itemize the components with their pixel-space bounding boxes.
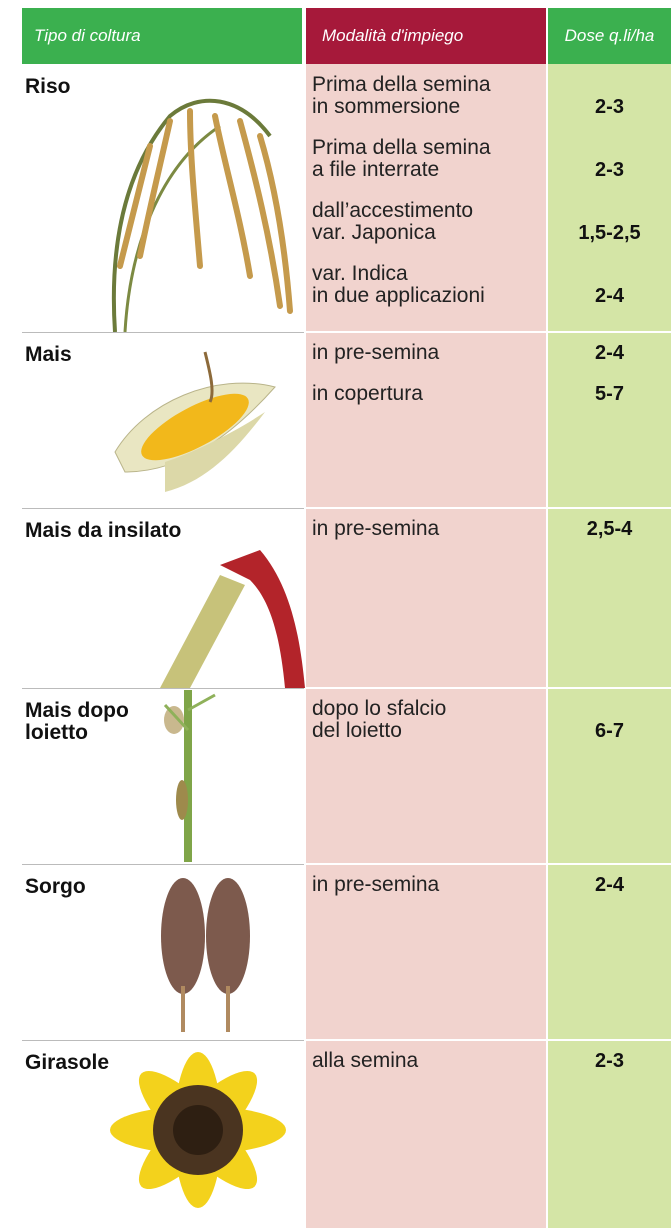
method: Prima della semina in sommersione xyxy=(312,73,491,118)
dose: 2-4 xyxy=(595,874,624,896)
application: in pre-semina 2-4 xyxy=(306,341,671,365)
crop-name: Girasole xyxy=(25,1051,110,1074)
table-row: Girasole alla semina 2-3 xyxy=(0,1039,671,1228)
header-dose: Dose q.li/ha xyxy=(548,8,671,64)
applications: dopo lo sfalcio del loietto 6-7 xyxy=(306,698,671,761)
corn-image xyxy=(114,351,276,492)
application: var. Indica in due applicazioni 2-4 xyxy=(306,262,671,308)
crop-name: Sorgo xyxy=(25,875,86,898)
application: in pre-semina 2,5-4 xyxy=(306,517,671,541)
maize-stalk-image xyxy=(163,690,216,862)
application: Prima della semina a file interrate 2-3 xyxy=(306,136,671,182)
row-divider xyxy=(306,331,671,333)
dose: 1,5-2,5 xyxy=(578,222,641,244)
table-row: Riso Prima della semina in sommersione 2-3… xyxy=(0,64,671,332)
method: dall’accestimento var. Japonica xyxy=(312,199,474,244)
applications: alla semina 2-3 xyxy=(306,1050,671,1091)
crop-name: Mais xyxy=(25,343,72,366)
silage-image xyxy=(160,550,305,688)
crop-name: Mais dopo loietto xyxy=(25,699,129,744)
crop-name: Mais da insilato xyxy=(25,519,182,542)
table-row: Mais in pre-semina 2-4 in copertura 5-7 xyxy=(0,331,671,508)
row-divider xyxy=(306,507,671,509)
application: dopo lo sfalcio del loietto 6-7 xyxy=(306,697,671,743)
dose: 6-7 xyxy=(595,720,624,742)
method-column xyxy=(306,64,546,1228)
row-divider xyxy=(306,1039,671,1041)
dose: 2-3 xyxy=(595,1050,624,1072)
row-divider xyxy=(22,508,304,509)
dose: 2-3 xyxy=(595,96,624,118)
row-divider xyxy=(22,332,304,333)
method: var. Indica in due applicazioni xyxy=(312,262,485,307)
application: dall’accestimento var. Japonica 1,5-2,5 xyxy=(306,199,671,245)
application: in pre-semina 2-4 xyxy=(306,873,671,897)
table-row: Sorgo in pre-semina 2-4 xyxy=(0,863,671,1040)
applications: in pre-semina 2-4 in copertura 5-7 xyxy=(306,342,671,424)
dose: 2,5-4 xyxy=(586,518,633,540)
table-row: Mais da insilato in pre-semina 2,5-4 xyxy=(0,507,671,688)
row-divider xyxy=(22,1040,304,1041)
row-divider xyxy=(306,687,671,689)
method: alla semina xyxy=(312,1049,419,1072)
sunflower-image xyxy=(110,1052,286,1208)
application: alla semina 2-3 xyxy=(306,1049,671,1073)
rice-image xyxy=(111,98,293,332)
applications: in pre-semina 2,5-4 xyxy=(306,518,671,559)
dose: 2-3 xyxy=(595,159,624,181)
table-row: Mais dopo loietto dopo lo sfalcio del loi… xyxy=(0,687,671,864)
applications: in pre-semina 2-4 xyxy=(306,874,671,915)
header-method: Modalità d'impiego xyxy=(306,8,546,64)
dose: 2-4 xyxy=(595,342,624,364)
dose-column xyxy=(548,64,671,1228)
row-divider xyxy=(22,864,304,865)
header-crop: Tipo di coltura xyxy=(22,8,302,64)
sorghum-image xyxy=(161,878,250,1032)
method: in pre-semina xyxy=(312,341,440,364)
method: Prima della semina a file interrate xyxy=(312,136,491,181)
application: in copertura 5-7 xyxy=(306,382,671,406)
applications: Prima della semina in sommersione 2-3 Prim… xyxy=(306,74,671,326)
dose: 2-4 xyxy=(595,285,624,307)
method: dopo lo sfalcio del loietto xyxy=(312,697,447,742)
method: in pre-semina xyxy=(312,873,440,896)
row-divider xyxy=(306,863,671,865)
row-divider xyxy=(22,688,304,689)
method: in pre-semina xyxy=(312,517,440,540)
application: Prima della semina in sommersione 2-3 xyxy=(306,73,671,119)
dose: 5-7 xyxy=(595,383,624,405)
method: in copertura xyxy=(312,382,423,405)
crop-name: Riso xyxy=(25,75,71,98)
